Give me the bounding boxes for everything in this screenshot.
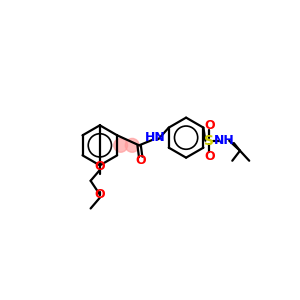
Text: NH: NH <box>214 134 235 147</box>
Text: O: O <box>135 154 146 167</box>
Circle shape <box>114 138 128 152</box>
Text: O: O <box>94 188 105 201</box>
Circle shape <box>125 138 139 152</box>
Text: O: O <box>204 119 214 132</box>
Text: O: O <box>204 150 214 163</box>
Text: HN: HN <box>145 131 166 144</box>
Text: O: O <box>94 160 105 173</box>
Text: S: S <box>204 134 214 148</box>
